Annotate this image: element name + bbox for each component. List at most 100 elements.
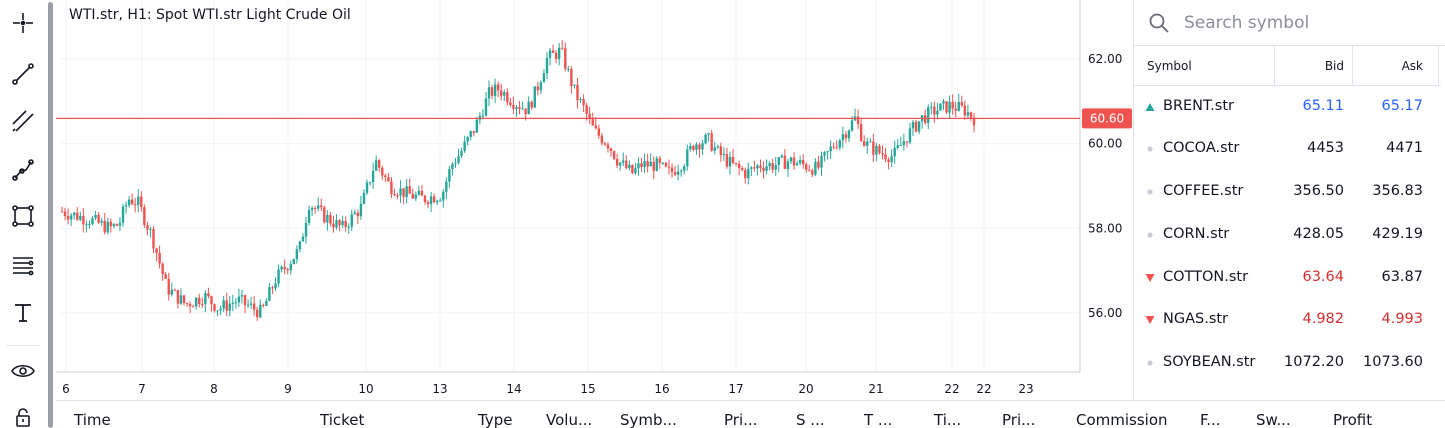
positions-column-header[interactable]: Pri... bbox=[1002, 411, 1036, 428]
candle-body bbox=[207, 293, 210, 297]
positions-column-header[interactable]: F... bbox=[1200, 411, 1221, 428]
candle-body bbox=[887, 159, 890, 163]
candle-body bbox=[875, 145, 878, 155]
trend-line-tool-button[interactable] bbox=[6, 57, 40, 91]
candle-body bbox=[683, 166, 686, 171]
candle-body bbox=[170, 289, 174, 295]
positions-column-header[interactable]: Time bbox=[74, 411, 111, 428]
candle-body bbox=[396, 195, 399, 197]
candle-body bbox=[936, 110, 939, 115]
candle-body bbox=[737, 163, 741, 169]
candle-body bbox=[222, 300, 225, 309]
trend-line-icon bbox=[12, 63, 34, 85]
lock-drawings-button[interactable] bbox=[6, 400, 40, 428]
candle-body bbox=[60, 211, 64, 213]
text-tool-button[interactable] bbox=[6, 295, 40, 329]
candle-body bbox=[927, 107, 930, 124]
parallel-channel-tool-button[interactable] bbox=[6, 104, 40, 138]
price-tick-label: 60.00 bbox=[1088, 137, 1122, 151]
positions-column-header[interactable]: Volu... bbox=[546, 411, 593, 428]
positions-column-header[interactable]: Pri... bbox=[724, 411, 758, 428]
positions-column-header[interactable]: S ... bbox=[796, 411, 825, 428]
watchlist-row[interactable]: COFFEE.str 356.50 356.83 bbox=[1134, 171, 1445, 214]
text-icon bbox=[15, 304, 31, 322]
chart-canvas[interactable]: 62.00 60.00 58.00 56.00 6 7 8 9 10 13 14 15 16 17 20 21… bbox=[56, 0, 1136, 400]
watchlist-row[interactable]: BRENT.str 65.11 65.17 bbox=[1134, 86, 1445, 129]
candle-body bbox=[490, 87, 494, 96]
candle-body bbox=[469, 131, 472, 137]
symbol-column-header[interactable]: Symbol bbox=[1147, 59, 1192, 73]
price-chart[interactable]: 62.00 60.00 58.00 56.00 6 7 8 9 10 13 14 15 16 17 20 21… bbox=[56, 0, 1136, 400]
candle-body bbox=[679, 170, 683, 172]
candle-body bbox=[750, 167, 753, 169]
visibility-toggle-button[interactable] bbox=[6, 354, 40, 388]
watchlist-row[interactable]: COTTON.str 63.64 63.87 bbox=[1134, 257, 1445, 300]
candle-body bbox=[228, 303, 231, 311]
candle-body bbox=[548, 50, 552, 58]
candle-body bbox=[265, 300, 268, 306]
watchlist-row[interactable]: COCOA.str 4453 4471 bbox=[1134, 128, 1445, 171]
watchlist-row[interactable]: CORN.str 428.05 429.19 bbox=[1134, 214, 1445, 257]
time-tick-label: 9 bbox=[284, 382, 292, 396]
time-tick-label: 22 bbox=[944, 382, 959, 396]
candle-body bbox=[561, 47, 564, 49]
positions-column-header[interactable]: Symb... bbox=[620, 411, 677, 428]
fib-levels-tool-button[interactable] bbox=[6, 248, 40, 282]
rectangle-tool-button[interactable] bbox=[6, 199, 40, 233]
ask-column-header[interactable]: Ask bbox=[1401, 59, 1423, 73]
candle-body bbox=[597, 128, 601, 136]
positions-column-header[interactable]: Ticket bbox=[320, 411, 365, 428]
crosshair-tool-button[interactable] bbox=[6, 6, 40, 40]
candle-body bbox=[554, 52, 558, 59]
price-tick-label: 58.00 bbox=[1088, 221, 1122, 235]
positions-column-header[interactable]: T ... bbox=[864, 411, 893, 428]
candle-body bbox=[350, 214, 353, 227]
positions-column-header[interactable]: Commission bbox=[1076, 411, 1168, 428]
search-input[interactable] bbox=[1184, 12, 1424, 33]
candle-body bbox=[695, 144, 698, 150]
bid-column-header[interactable]: Bid bbox=[1324, 59, 1344, 73]
candle-body bbox=[625, 160, 628, 169]
watchlist-scrollbar[interactable] bbox=[1441, 46, 1445, 400]
candle-body bbox=[600, 135, 604, 144]
dot-icon bbox=[1144, 357, 1155, 368]
polyline-tool-button[interactable] bbox=[6, 153, 40, 187]
candle-body bbox=[768, 163, 771, 167]
candle-body bbox=[112, 224, 116, 227]
candle-body bbox=[527, 101, 530, 115]
toolbar-scrollbar[interactable] bbox=[48, 2, 53, 428]
candle-body bbox=[94, 214, 97, 219]
candle-body bbox=[326, 215, 329, 223]
candle-body bbox=[216, 310, 219, 312]
candle-body bbox=[585, 105, 588, 114]
candle-body bbox=[295, 249, 299, 260]
candle-body bbox=[509, 102, 512, 105]
candle-body bbox=[286, 269, 289, 271]
candle-body bbox=[579, 98, 582, 101]
candle-body bbox=[655, 158, 658, 171]
candle-body bbox=[347, 226, 350, 228]
watchlist-row[interactable]: SOYBEAN.str 1072.20 1073.60 bbox=[1134, 342, 1445, 385]
candle-body bbox=[76, 212, 79, 220]
column-divider[interactable] bbox=[1438, 46, 1439, 86]
watchlist-row[interactable]: NGAS.str 4.982 4.993 bbox=[1134, 299, 1445, 342]
positions-column-header[interactable]: Type bbox=[478, 411, 513, 428]
candle-body bbox=[609, 148, 613, 152]
dot-icon bbox=[1144, 143, 1155, 154]
column-divider[interactable] bbox=[1352, 46, 1353, 86]
candle-body bbox=[405, 186, 408, 198]
positions-column-header[interactable]: Ti... bbox=[934, 411, 962, 428]
candle-body bbox=[917, 121, 921, 132]
candle-body bbox=[121, 206, 125, 223]
time-tick-label: 17 bbox=[728, 382, 743, 396]
positions-column-header[interactable]: Profit bbox=[1333, 411, 1373, 428]
candle-body bbox=[198, 297, 201, 305]
watchlist-ask: 4.993 bbox=[1381, 311, 1423, 327]
candle-body bbox=[948, 101, 951, 113]
candle-body bbox=[85, 224, 88, 226]
candle-body bbox=[643, 161, 646, 168]
candle-body bbox=[698, 144, 701, 150]
search-icon[interactable] bbox=[1148, 12, 1170, 34]
column-divider[interactable] bbox=[1274, 46, 1275, 86]
positions-column-header[interactable]: Sw... bbox=[1256, 411, 1291, 428]
